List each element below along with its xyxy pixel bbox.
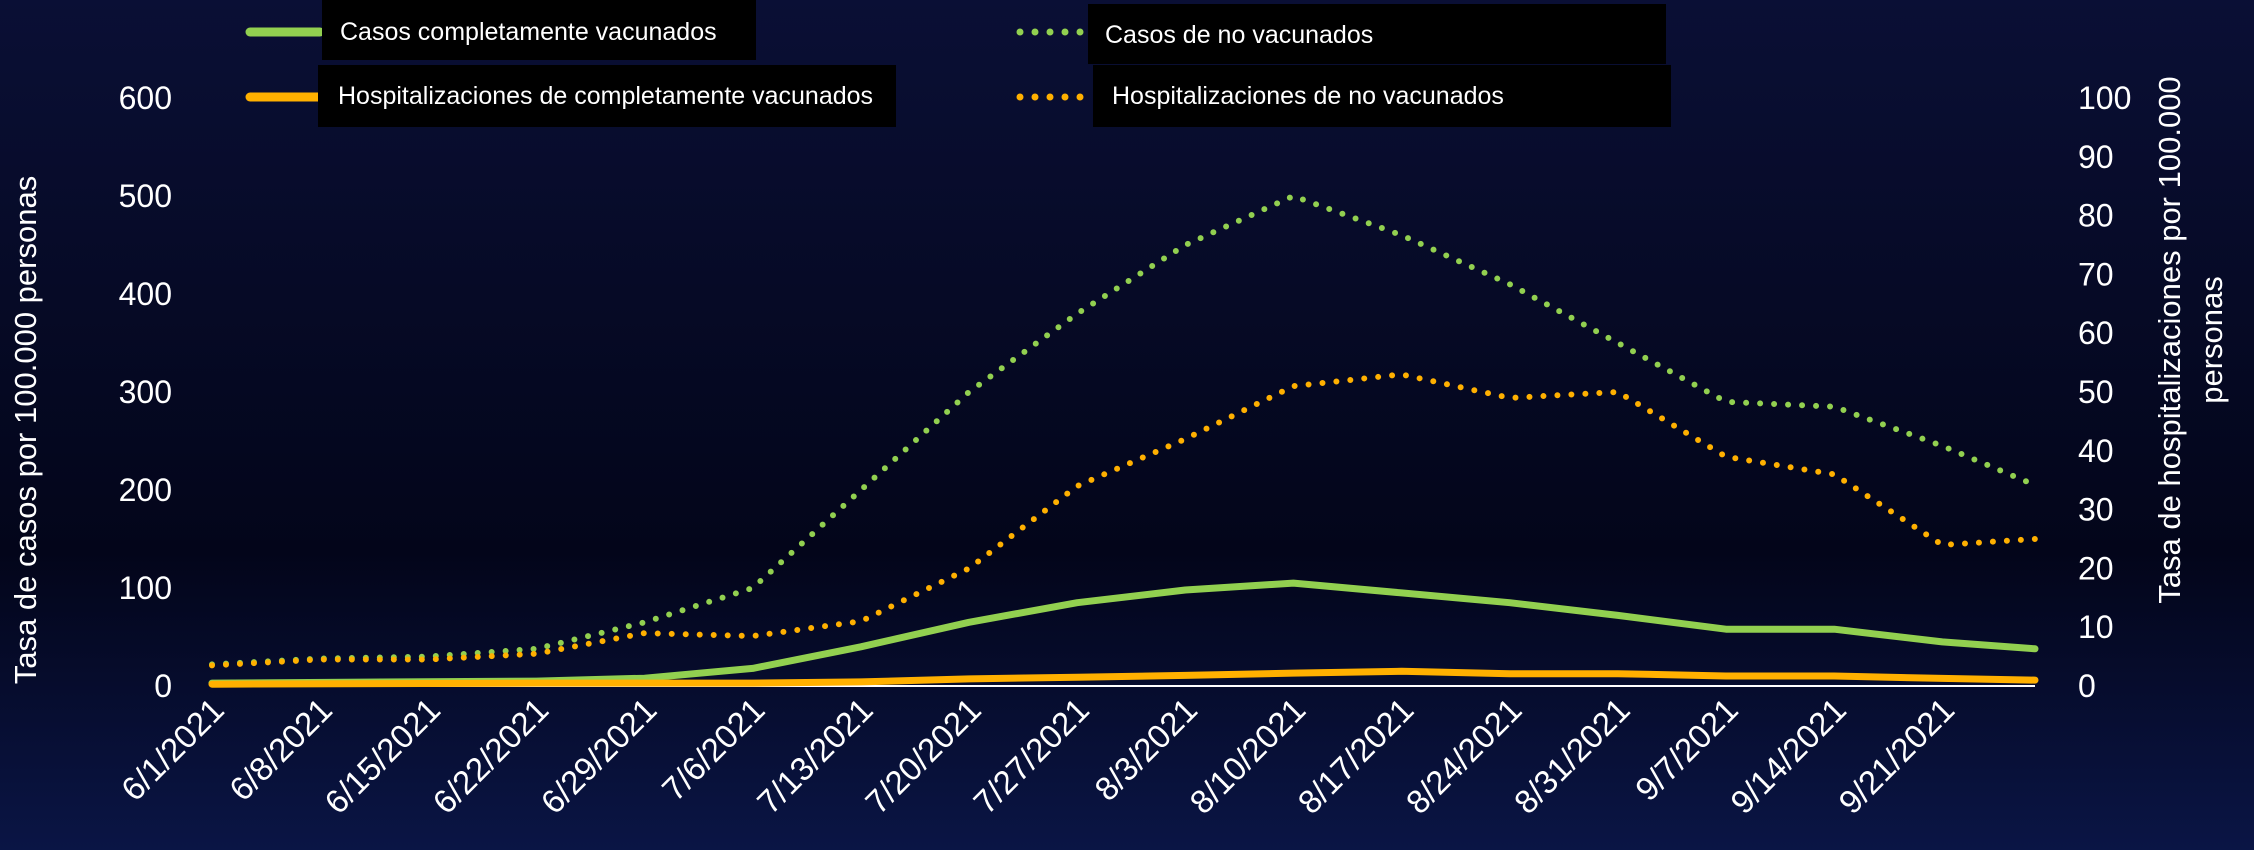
y-tick-label: 0: [154, 668, 172, 704]
legend-label-casos-no-vacunados: Casos de no vacunados: [1105, 21, 1373, 49]
x-tick-labels: 6/1/20216/8/20216/15/20216/22/20216/29/2…: [114, 691, 1961, 821]
x-tick-label: 8/24/2021: [1399, 691, 1529, 821]
y2-tick-label: 90: [2078, 139, 2114, 175]
legend-label-box: [318, 65, 896, 127]
series-line-4: [209, 371, 2038, 669]
y2-tick-label: 40: [2078, 433, 2114, 469]
legend-label-hosp-no-vacunados: Hospitalizaciones de no vacunados: [1112, 82, 1504, 110]
y-tick-label: 100: [119, 570, 172, 606]
series-line-2: [209, 193, 2038, 668]
y-axis-title: Tasa de casos por 100.000 personas: [8, 176, 43, 684]
x-tick-label: 6/1/2021: [114, 691, 231, 808]
series-line-1: [208, 579, 2039, 687]
series-line-3: [208, 667, 2039, 688]
x-tick-label: 6/22/2021: [425, 691, 555, 821]
y2-tick-label: 20: [2078, 550, 2114, 586]
y2-tick-label: 80: [2078, 198, 2114, 234]
x-tick-label: 7/27/2021: [966, 691, 1096, 821]
legend-label-casos-vacunados: Casos completamente vacunados: [340, 18, 717, 46]
series-layer: [208, 193, 2039, 688]
y-tick-label: 600: [119, 80, 172, 116]
legend: Casos completamente vacunados Casos de n…: [245, 0, 1671, 127]
x-tick-label: 7/20/2021: [858, 691, 988, 821]
y2-tick-label: 70: [2078, 256, 2114, 292]
legend-label-box: [322, 0, 756, 60]
legend-label-hosp-vacunados: Hospitalizaciones de completamente vacun…: [338, 82, 873, 110]
y2-axis-title-line1: Tasa de hospitalizaciones por 100.000: [2152, 76, 2187, 603]
y-tick-label: 400: [119, 276, 172, 312]
y2-tick-label: 10: [2078, 609, 2114, 645]
y2-axis-title-line2: personas: [2194, 276, 2229, 404]
x-tick-label: 6/29/2021: [534, 691, 664, 821]
y2-tick-label: 30: [2078, 492, 2114, 528]
x-tick-label: 8/17/2021: [1291, 691, 1421, 821]
x-tick-label: 7/13/2021: [750, 691, 880, 821]
legend-label-box: [1088, 4, 1666, 64]
legend-label-box: [1093, 65, 1671, 127]
y2-tick-label: 60: [2078, 315, 2114, 351]
y-tick-label: 300: [119, 374, 172, 410]
x-tick-label: 9/14/2021: [1723, 691, 1853, 821]
x-tick-label: 9/21/2021: [1831, 691, 1961, 821]
x-tick-label: 8/31/2021: [1507, 691, 1637, 821]
x-tick-label: 6/15/2021: [317, 691, 447, 821]
y-tick-label: 200: [119, 472, 172, 508]
x-tick-label: 8/10/2021: [1182, 691, 1312, 821]
y2-tick-label: 100: [2078, 80, 2131, 116]
y-tick-label: 500: [119, 178, 172, 214]
y2-tick-label: 50: [2078, 374, 2114, 410]
y2-tick-label: 0: [2078, 668, 2096, 704]
left-tick-labels: 600 500 400 300 200 100 0: [119, 80, 172, 704]
